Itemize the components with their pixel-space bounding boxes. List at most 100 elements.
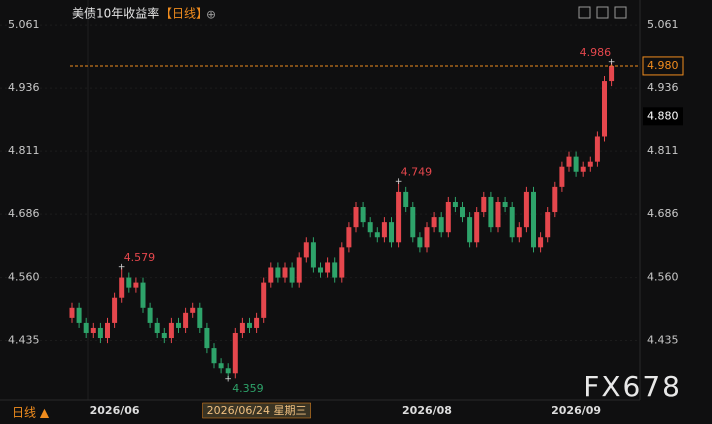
candle-body bbox=[76, 307, 82, 323]
candle-body bbox=[431, 217, 437, 228]
watermark: FX678 bbox=[583, 370, 682, 403]
candle-body bbox=[239, 322, 245, 333]
candle-body bbox=[232, 332, 238, 374]
candle-body bbox=[474, 212, 480, 243]
low-marker: + bbox=[224, 374, 232, 384]
high-marker: + bbox=[608, 57, 616, 67]
candle-body bbox=[502, 201, 508, 208]
add-icon[interactable]: ⊕ bbox=[206, 8, 216, 22]
candle-body bbox=[538, 237, 544, 248]
last-price-label: 4.980 bbox=[647, 59, 679, 72]
candle-body bbox=[580, 166, 586, 172]
candle-body bbox=[488, 196, 494, 228]
y-tick-label-right: 4.811 bbox=[647, 144, 679, 157]
candle-body bbox=[303, 242, 309, 258]
candle-body bbox=[573, 156, 579, 172]
candle-body bbox=[275, 267, 281, 278]
candle-body bbox=[609, 65, 615, 82]
y-tick-label-right: 4.435 bbox=[647, 334, 679, 347]
period[interactable]: 【日线】 bbox=[160, 7, 208, 21]
fullscreen-icon[interactable] bbox=[578, 6, 591, 19]
high-marker: + bbox=[118, 262, 126, 272]
candle-body bbox=[254, 317, 260, 328]
y-tick-label: 4.936 bbox=[8, 81, 40, 94]
candle-body bbox=[559, 166, 565, 187]
candle-body bbox=[112, 297, 118, 323]
candle-body bbox=[374, 232, 380, 238]
candle-body bbox=[204, 327, 210, 349]
candle-body bbox=[531, 191, 536, 248]
candle-body bbox=[133, 282, 139, 288]
candle-body bbox=[587, 161, 593, 167]
x-tick-label: 2026/08 bbox=[402, 404, 452, 417]
ref-price-label: 4.880 bbox=[647, 109, 679, 122]
candle-body bbox=[289, 267, 295, 283]
candle-body bbox=[389, 222, 394, 243]
candle-body bbox=[509, 207, 515, 238]
high-marker: + bbox=[395, 177, 403, 187]
candle-body bbox=[481, 196, 487, 213]
candle-body bbox=[438, 217, 444, 233]
y-tick-label: 5.061 bbox=[8, 18, 40, 31]
candle-body bbox=[410, 207, 416, 238]
candle-body bbox=[310, 242, 316, 268]
high-label: 4.749 bbox=[401, 165, 433, 178]
candle-body bbox=[296, 257, 302, 283]
candle-body bbox=[282, 267, 288, 278]
low-label: 4.359 bbox=[232, 382, 264, 395]
toolbar bbox=[578, 6, 627, 19]
ref-price-box bbox=[643, 107, 683, 126]
chart-title: 美债10年收益率 bbox=[72, 6, 159, 21]
candle-body bbox=[523, 191, 529, 228]
candle-body bbox=[83, 322, 89, 333]
candle-body bbox=[119, 277, 125, 298]
last-price-box bbox=[642, 56, 684, 76]
popout-icon[interactable] bbox=[614, 6, 627, 19]
candle-body bbox=[545, 212, 551, 238]
candle-body bbox=[452, 201, 458, 208]
candle-body bbox=[566, 156, 572, 167]
y-tick-label-right: 4.686 bbox=[647, 207, 679, 220]
y-tick-label: 4.686 bbox=[8, 207, 40, 220]
candle-body bbox=[183, 312, 189, 328]
candle-body bbox=[197, 307, 203, 328]
candle-body bbox=[211, 348, 217, 364]
candle-body bbox=[381, 222, 387, 238]
candle-body bbox=[403, 191, 409, 208]
candle-body bbox=[495, 201, 501, 228]
y-tick-label: 4.811 bbox=[8, 144, 40, 157]
candle-body bbox=[445, 201, 451, 233]
candle-body bbox=[325, 262, 331, 273]
candle-body bbox=[268, 267, 274, 283]
candle-body bbox=[346, 227, 352, 248]
candle-body bbox=[225, 368, 231, 374]
y-tick-label: 4.560 bbox=[8, 271, 40, 284]
candle-body bbox=[424, 227, 430, 248]
candle-body bbox=[460, 207, 465, 218]
period-switch[interactable]: 日线 ▲ bbox=[12, 406, 50, 420]
x-tick-label: 2026/06 bbox=[90, 404, 140, 417]
candle-body bbox=[467, 217, 473, 243]
candle-body bbox=[247, 322, 252, 328]
candle-body bbox=[261, 282, 267, 318]
candle-body bbox=[176, 322, 181, 328]
candle-body bbox=[367, 222, 373, 233]
high-label: 4.579 bbox=[124, 251, 156, 264]
candle-body bbox=[161, 332, 167, 339]
high-label: 4.986 bbox=[580, 46, 612, 59]
candle-body bbox=[353, 207, 359, 228]
candle-body bbox=[332, 262, 338, 278]
candle-body bbox=[140, 282, 146, 308]
candle-body bbox=[417, 237, 423, 248]
window-icon[interactable] bbox=[596, 6, 609, 19]
y-tick-label: 4.435 bbox=[8, 334, 40, 347]
candle-body bbox=[147, 307, 153, 323]
candle-body bbox=[97, 327, 103, 339]
crosshair-date: 2026/06/24 星期三 bbox=[207, 404, 307, 417]
y-tick-label-right: 4.560 bbox=[647, 271, 679, 284]
candle-body bbox=[318, 267, 323, 273]
candle-body bbox=[339, 247, 345, 278]
candle-body bbox=[105, 322, 110, 339]
candle-body bbox=[218, 363, 224, 369]
